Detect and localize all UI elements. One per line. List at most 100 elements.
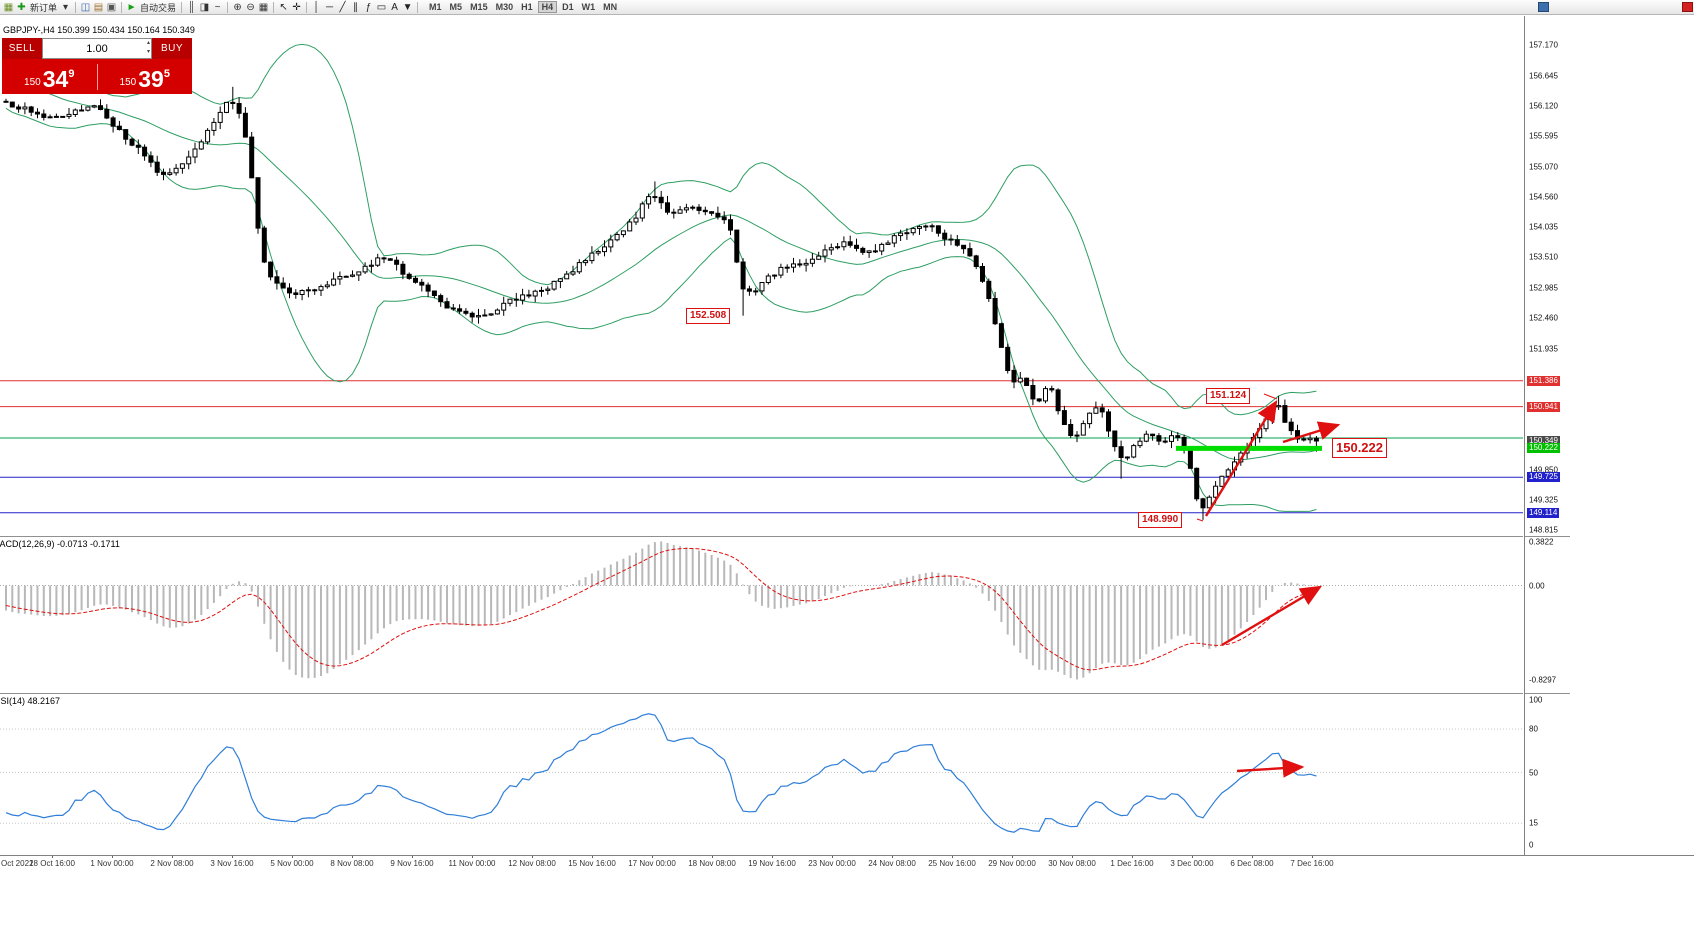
timeframe-H1[interactable]: H1 [521, 2, 533, 12]
price-axis-tag: 149.114 [1527, 508, 1560, 518]
data-window-icon[interactable]: ▤ [93, 1, 104, 13]
time-axis-tick [1192, 856, 1193, 858]
rsi-axis-label: 0 [1529, 840, 1534, 850]
arrows-icon[interactable]: ▼ [402, 1, 413, 13]
sell-button[interactable]: SELL [2, 38, 42, 59]
price-axis[interactable]: 157.170 156.645 156.120 155.595 155.070 154.5… [1524, 16, 1570, 870]
timeframe-D1[interactable]: D1 [562, 2, 574, 12]
price-axis-label: 151.935 [1529, 344, 1558, 354]
crosshair-icon[interactable]: ✛ [292, 1, 301, 13]
price-annotation[interactable]: 151.124 [1206, 388, 1251, 404]
time-axis-label: 5 Nov 00:00 [270, 859, 314, 868]
timeframe-M15[interactable]: M15 [470, 2, 488, 12]
vertical-line-icon[interactable]: │ [313, 1, 320, 13]
horizontal-line-icon[interactable]: ─ [325, 1, 334, 13]
price-annotation[interactable]: 148.990 [1138, 512, 1183, 528]
toolbar-separator [273, 1, 275, 13]
tile-windows-icon[interactable]: ▦ [258, 1, 269, 13]
time-axis-tick [172, 856, 173, 858]
toolbar-separator [417, 1, 419, 13]
price-axis-label: 156.645 [1529, 71, 1558, 81]
new-order-icon[interactable]: ✚ [17, 1, 26, 13]
cursor-icon[interactable]: ↖ [279, 1, 288, 13]
price-axis-label: 157.170 [1529, 40, 1558, 50]
time-axis-label: 9 Nov 16:00 [390, 859, 434, 868]
spinner-down-icon[interactable]: ▾ [146, 49, 150, 55]
rsi-panel: RSI(14) 48.2167 [0, 693, 1523, 855]
bar-chart-icon[interactable]: ║ [187, 1, 196, 13]
new-chart-icon[interactable]: ▦ [3, 1, 14, 13]
time-axis[interactable]: Oct 2021 28 Oct 16:00 1 Nov 00:00 2 Nov 08:… [0, 855, 1694, 870]
time-axis-label: 12 Nov 08:00 [508, 859, 556, 868]
buy-price-point: 5 [163, 68, 170, 80]
time-axis-label: 30 Nov 08:00 [1048, 859, 1096, 868]
volume-field[interactable]: 1.00 ▴ ▾ [42, 38, 152, 59]
time-axis-tick [1312, 856, 1313, 858]
rsi-label: RSI(14) 48.2167 [0, 696, 61, 706]
spinner-up-icon[interactable]: ▴ [146, 40, 150, 46]
time-axis-tick [1252, 856, 1253, 858]
time-axis-tick [292, 856, 293, 858]
alert-highlight-icon[interactable] [1682, 2, 1693, 12]
time-axis-tick [1132, 856, 1133, 858]
time-axis-label: Oct 2021 [1, 859, 34, 868]
macd-chart[interactable] [0, 537, 1523, 692]
autotrade-button[interactable]: 自动交易 [140, 2, 177, 13]
price-axis-label: 154.035 [1529, 222, 1558, 232]
price-axis-label: 155.070 [1529, 162, 1558, 172]
navigator-icon[interactable]: ▣ [106, 1, 117, 13]
time-axis-tick [352, 856, 353, 858]
timeframe-W1[interactable]: W1 [581, 2, 596, 12]
price-annotation[interactable]: 152.508 [686, 308, 731, 324]
time-axis-label: 1 Nov 00:00 [90, 859, 134, 868]
zoom-out-icon[interactable]: ⊖ [246, 1, 255, 13]
candlestick-chart-icon[interactable]: ◨ [199, 1, 210, 13]
toolbar-separator [306, 1, 308, 13]
sell-price-pips: 34 [42, 66, 69, 92]
time-axis-label: 18 Nov 08:00 [688, 859, 736, 868]
timeframe-M5[interactable]: M5 [449, 2, 463, 12]
price-annotation[interactable]: 150.222 [1332, 438, 1387, 458]
toolbar-separator [181, 1, 183, 13]
timeframe-M30[interactable]: M30 [495, 2, 514, 12]
time-axis-label: 3 Dec 00:00 [1170, 859, 1214, 868]
toolbar-separator [75, 1, 77, 13]
time-axis-tick [832, 856, 833, 858]
buy-button[interactable]: BUY [152, 38, 192, 59]
price-axis-label: 148.815 [1529, 525, 1558, 535]
time-axis-tick [52, 856, 53, 858]
shapes-icon[interactable]: ▭ [376, 1, 387, 13]
equidistant-channel-icon[interactable]: ∥ [353, 1, 359, 13]
time-axis-tick [652, 856, 653, 858]
rsi-axis-label: 50 [1529, 768, 1538, 778]
price-axis-tag: 150.349 [1527, 436, 1560, 446]
zoom-in-icon[interactable]: ⊕ [233, 1, 242, 13]
buy-price[interactable]: 150 39 5 [98, 59, 193, 94]
volume-spinner[interactable]: ▴ ▾ [147, 39, 150, 57]
trendline-icon[interactable]: ╱ [339, 1, 346, 13]
price-axis-tag: 150.941 [1527, 402, 1560, 412]
rsi-chart[interactable] [0, 694, 1523, 854]
market-watch-icon[interactable]: ◫ [80, 1, 91, 13]
time-axis-label: 19 Nov 16:00 [748, 859, 796, 868]
candlestick-chart[interactable] [0, 16, 1523, 536]
time-axis-label: 25 Nov 16:00 [928, 859, 976, 868]
text-icon[interactable]: A [391, 1, 398, 13]
timeframe-M1[interactable]: M1 [429, 2, 442, 12]
new-order-dropdown-icon[interactable]: ▾ [63, 1, 69, 13]
time-axis-label: 11 Nov 00:00 [448, 859, 496, 868]
price-divider [96, 63, 98, 90]
autotrade-play-icon[interactable]: ► [126, 1, 137, 13]
community-icon[interactable] [1538, 2, 1549, 12]
panel-separator [1525, 693, 1570, 694]
line-chart-icon[interactable]: ~ [214, 1, 221, 13]
time-axis-tick [1072, 856, 1073, 858]
time-axis-label: 28 Oct 16:00 [29, 859, 75, 868]
fibonacci-icon[interactable]: ƒ [365, 1, 372, 13]
new-order-button[interactable]: 新订单 [30, 2, 58, 13]
time-axis-tick [112, 856, 113, 858]
sell-price[interactable]: 150 34 9 [2, 59, 97, 94]
timeframe-H4[interactable]: H4 [537, 1, 558, 13]
time-axis-label: 7 Dec 16:00 [1290, 859, 1334, 868]
timeframe-MN[interactable]: MN [603, 2, 618, 12]
